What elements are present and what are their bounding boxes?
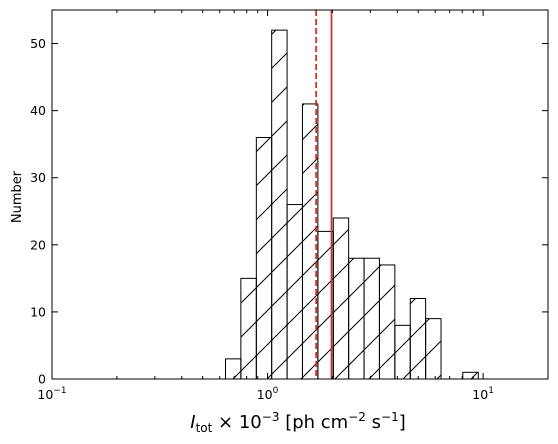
reference-lines [315, 10, 333, 379]
histogram-bar [363, 257, 380, 380]
histogram-bar [255, 136, 273, 380]
y-tick-label: 40 [30, 103, 46, 118]
x-tick-label: 100 [257, 386, 279, 402]
y-tick-label: 30 [30, 170, 46, 185]
y-axis-ticks: 0 10 20 30 40 50 [30, 36, 548, 387]
histogram-bar [240, 277, 257, 380]
y-tick-label: 10 [30, 304, 46, 319]
histogram-bar [348, 257, 365, 380]
x-tick-label: 10−1 [37, 386, 66, 402]
y-tick-label: 0 [38, 372, 46, 387]
x-axis-label: Itot × 10−3 [ph cm−2 s−1] [190, 410, 406, 435]
histogram-bar [425, 318, 442, 380]
y-tick-label: 20 [30, 237, 46, 252]
histogram-bar [332, 217, 350, 380]
histogram-bar [378, 264, 396, 380]
histogram-bar [271, 29, 288, 380]
histogram-bar [409, 297, 427, 380]
x-tick-label: 101 [472, 386, 494, 402]
x-axis-ticks: 10−1 100 101 [37, 10, 549, 402]
histogram-bar [462, 371, 479, 380]
y-tick-label: 50 [30, 36, 46, 51]
histogram-bar [286, 204, 303, 380]
y-axis-label: Number [10, 170, 25, 223]
histogram-bar [394, 324, 411, 380]
histogram-bars [224, 29, 479, 380]
plot-frame [51, 9, 549, 380]
histogram-bar [224, 358, 242, 380]
